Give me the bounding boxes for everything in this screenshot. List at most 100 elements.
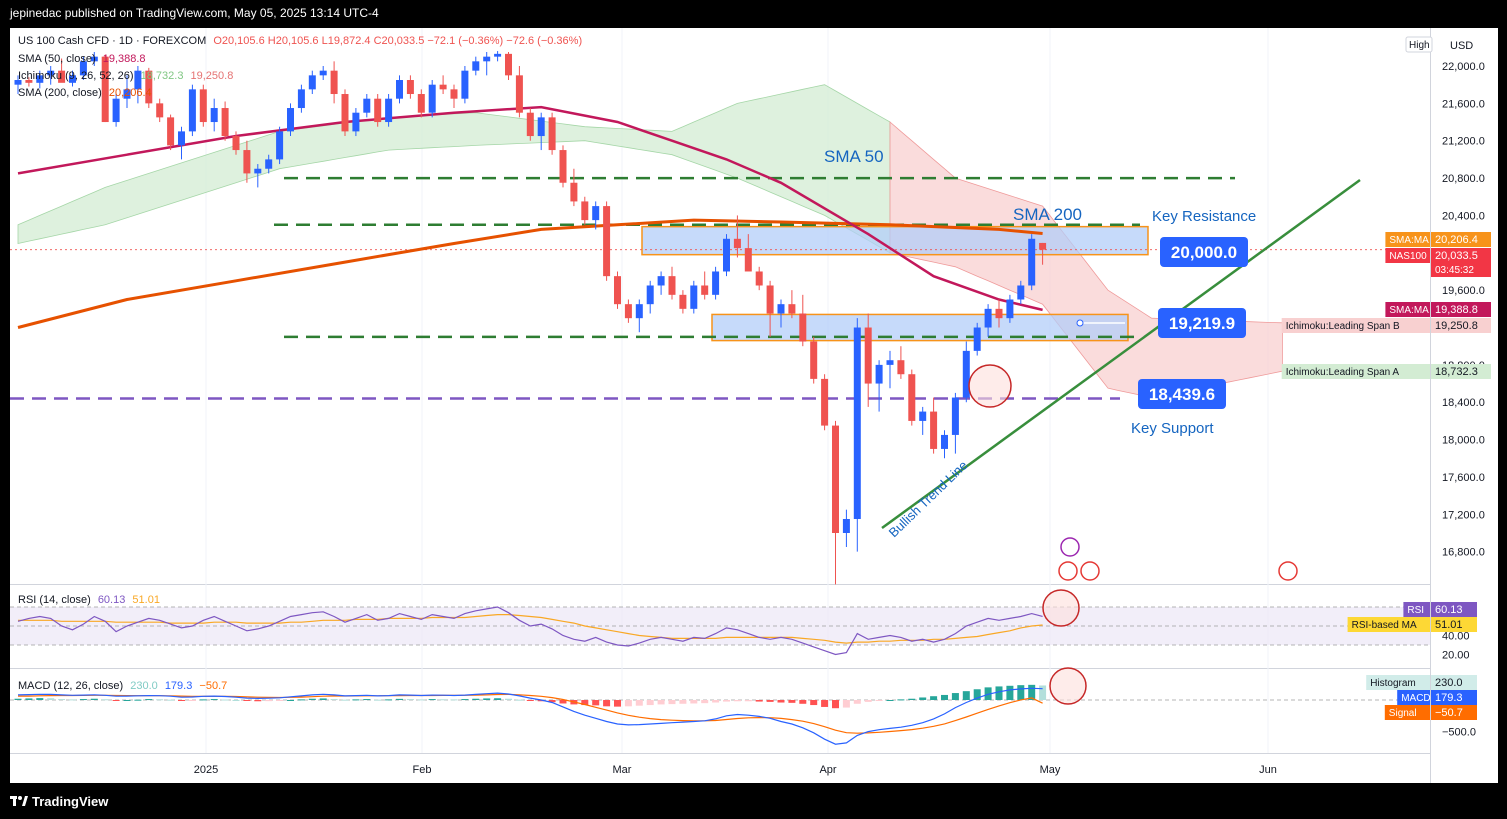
legend-sma50: SMA (50, close) <box>18 53 96 65</box>
candle-body <box>112 98 120 123</box>
rsi-tick: 40.00 <box>1442 631 1470 643</box>
sma50-line <box>17 105 1043 312</box>
macd-hist-bar <box>897 699 905 701</box>
legend-sma50-row: SMA (50, close) 19,388.8 <box>18 53 150 65</box>
macd-hist-bar <box>210 699 218 701</box>
candle-body <box>919 411 927 421</box>
price-tick: 22,000.0 <box>1442 61 1485 73</box>
candle-body <box>788 304 796 314</box>
candle-body <box>995 308 1003 319</box>
macd-signal-line <box>17 693 1043 734</box>
legend-sma200-row: SMA (200, close) 20,206.4 <box>18 87 156 99</box>
indicator-tag-value: 51.01 <box>1435 619 1463 631</box>
callout-support: 18,439.6 <box>1149 385 1215 404</box>
candle-body <box>297 89 305 109</box>
chart-area[interactable]: 20,000.0 19,219.9 18,439.6 SMA 50 SMA 200 Key… <box>10 28 1498 783</box>
legend-ichimoku-b: 19,250.8 <box>190 70 234 82</box>
tradingview-brand[interactable]: TradingView <box>10 794 108 809</box>
macd-hist-bar <box>690 700 698 704</box>
macd-highlight-circle <box>1049 667 1087 705</box>
candle-body <box>755 271 763 286</box>
annotation-trend-line: Bullish Trend Line <box>886 458 971 541</box>
candle-body <box>930 411 938 449</box>
macd-hist-bar <box>515 699 523 701</box>
candle-body <box>428 84 436 113</box>
macd-hist-bar <box>799 700 807 704</box>
pane-separator <box>10 753 1498 754</box>
candle-body <box>243 150 251 174</box>
macd-hist-bar <box>646 700 654 706</box>
candle-body <box>821 378 829 426</box>
annotation-sma200: SMA 200 <box>1013 205 1082 224</box>
candle-body <box>712 271 720 295</box>
macd-hist-bar <box>930 696 938 700</box>
candle-body <box>472 61 480 71</box>
candle-body <box>941 434 948 449</box>
macd-hist-bar <box>101 699 109 701</box>
price-tick: 17,200.0 <box>1442 509 1485 521</box>
macd-hist-bar <box>962 691 970 700</box>
candle-body <box>962 350 970 398</box>
price-tag-label: SMA:MA <box>1389 305 1429 316</box>
candle-body <box>592 206 600 221</box>
candle-body <box>58 70 66 83</box>
candle-body <box>14 80 22 85</box>
highlight-circle <box>968 364 1012 408</box>
callout-support-box <box>1138 379 1226 409</box>
candle-body <box>25 80 33 83</box>
candle-body <box>221 108 229 137</box>
candle-body <box>406 80 414 95</box>
macd-hist-bar <box>984 687 992 700</box>
candle-body <box>886 360 894 365</box>
annotation-sma50: SMA 50 <box>824 147 884 166</box>
price-scale-border <box>1430 28 1431 783</box>
candle-body <box>548 117 556 151</box>
candle-body <box>374 98 382 123</box>
candle-body <box>276 131 284 160</box>
price-tag-countdown: 03:45:32 <box>1435 265 1474 276</box>
economic-event-icon <box>1060 537 1080 557</box>
candle-body <box>799 313 807 342</box>
macd-hist-bar <box>319 698 327 700</box>
macd-hist-bar <box>14 698 22 700</box>
rsi-tick: 20.00 <box>1442 650 1470 662</box>
macd-hist-bar <box>1039 685 1047 700</box>
price-tag-value: 19,388.8 <box>1435 304 1478 316</box>
macd-hist-bar <box>592 700 600 706</box>
candle-body <box>570 182 578 202</box>
price-tag-value: 18,732.3 <box>1435 366 1478 378</box>
indicator-tag-label-box <box>1347 617 1430 632</box>
candle-body <box>494 53 502 57</box>
macd-hist-bar <box>167 699 175 701</box>
candle-body <box>657 276 665 286</box>
callout-mid-box <box>1158 308 1246 338</box>
candle-body <box>777 304 785 314</box>
chart-svg[interactable]: 20,000.0 19,219.9 18,439.6 SMA 50 SMA 200 Key… <box>10 28 1498 783</box>
candle-body <box>875 364 883 384</box>
macd-hist-bar <box>581 700 589 706</box>
macd-hist-bar <box>766 700 774 702</box>
indicator-tag-value: −50.7 <box>1435 707 1463 719</box>
price-tag-label-box <box>1281 364 1430 379</box>
macd-hist-bar <box>276 700 284 701</box>
indicator-tag-value-box <box>1431 705 1477 720</box>
publisher-header: jepinedac published on TradingView.com, … <box>10 6 379 20</box>
macd-hist-bar <box>472 698 480 700</box>
price-tag-label: Ichimoku:Leading Span A <box>1286 367 1400 378</box>
indicator-tag-label: Signal <box>1389 708 1417 719</box>
legend-rsi-row: RSI (14, close) 60.13 51.01 <box>18 594 164 606</box>
candle-body <box>36 75 44 83</box>
candle-body <box>723 238 730 272</box>
candle-body <box>319 70 327 76</box>
candle-body <box>145 70 153 104</box>
price-tag-label-box <box>1385 232 1430 247</box>
legend-symbol: US 100 Cash CFD · 1D · FOREXCOM <box>18 35 207 47</box>
legend-rsi-value: 60.13 <box>97 594 126 606</box>
macd-hist-bar <box>744 700 752 702</box>
candle-body <box>47 70 55 76</box>
macd-hist-bar <box>526 700 534 701</box>
candle-body <box>287 108 294 132</box>
macd-hist-bar <box>145 699 153 701</box>
candle-body <box>450 89 458 99</box>
macd-hist-bar <box>548 700 556 703</box>
